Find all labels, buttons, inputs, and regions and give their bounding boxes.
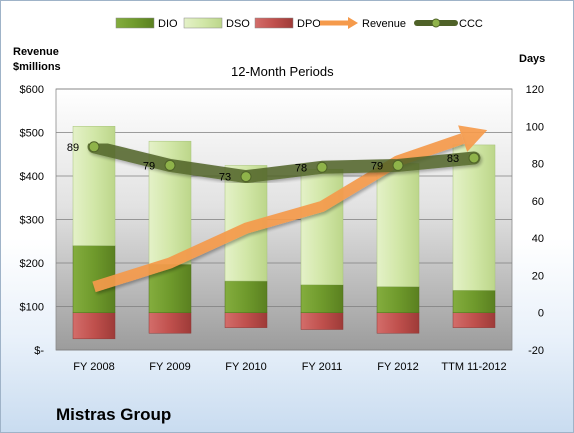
x-tick-label: FY 2011	[302, 361, 343, 373]
right-tick-label: 80	[532, 159, 544, 171]
legend-label-ccc: CCC	[459, 18, 483, 30]
dpo-bar	[224, 312, 268, 328]
left-tick-label: $100	[20, 302, 44, 314]
legend-swatch-revenue-arrow	[348, 17, 358, 29]
left-tick-label: $500	[20, 128, 44, 140]
company-name: Mistras Group	[56, 405, 172, 424]
legend-swatch-dpo	[254, 17, 294, 29]
dso-bar	[300, 168, 344, 286]
ccc-data-label: 73	[219, 172, 231, 184]
ccc-data-label: 89	[67, 142, 79, 154]
ccc-data-label: 78	[295, 162, 307, 174]
ccc-line	[87, 140, 481, 184]
ccc-data-label: 79	[371, 160, 383, 172]
ccc-data-label: 79	[143, 160, 155, 172]
x-tick-label: FY 2010	[225, 361, 266, 373]
x-tick-label: FY 2008	[73, 361, 114, 373]
legend-label-dpo: DPO	[297, 18, 321, 30]
x-tick-label: TTM 11-2012	[441, 361, 506, 373]
legend-label-revenue: Revenue	[362, 18, 406, 30]
axes: $- $100 $200 $300 $400 $500 $600 -20 0 20 40 60 80 10…	[20, 84, 544, 373]
legend-swatch-dso	[183, 17, 223, 29]
dio-bar	[224, 280, 268, 313]
left-tick-label: $300	[20, 215, 44, 227]
ccc-marker	[240, 171, 252, 183]
revenue-series	[92, 125, 488, 293]
dso-bar	[452, 144, 496, 291]
chart-title: 12-Month Periods	[231, 64, 334, 79]
left-tick-label: $400	[20, 171, 44, 183]
left-axis-title: Revenue $millions	[13, 46, 61, 73]
legend-swatch-ccc-marker	[431, 18, 441, 28]
dpo-bar	[72, 312, 116, 340]
left-tick-label: $200	[20, 258, 44, 270]
ccc-marker	[88, 141, 100, 153]
ccc-series: 89 79 73 78 79 83	[67, 140, 481, 184]
dso-bar	[376, 163, 420, 287]
ccc-marker	[316, 161, 328, 173]
ccc-data-label: 83	[447, 153, 459, 165]
dpo-bar	[300, 312, 344, 330]
right-tick-label: 0	[538, 308, 544, 320]
left-tick-label: $-	[34, 345, 44, 357]
dio-bar	[452, 290, 496, 313]
legend-label-dso: DSO	[226, 18, 250, 30]
legend: DIO DSO DPO Revenue CCC	[115, 17, 483, 30]
ccc-marker	[164, 159, 176, 171]
dio-bar	[300, 284, 344, 313]
right-tick-label: 40	[532, 233, 544, 245]
x-tick-label: FY 2009	[149, 361, 190, 373]
right-tick-label: 100	[526, 121, 544, 133]
revenue-line	[92, 133, 465, 293]
dpo-bar	[148, 312, 192, 334]
x-tick-label: FY 2012	[377, 361, 418, 373]
revenue-arrowhead	[458, 125, 488, 152]
dpo-bar	[376, 312, 420, 334]
dio-bar	[376, 286, 420, 313]
dpo-bar	[452, 312, 496, 328]
right-tick-label: 120	[526, 84, 544, 96]
right-axis-title: Days	[519, 53, 546, 65]
left-tick-label: $600	[20, 84, 44, 96]
ccc-marker	[392, 159, 404, 171]
legend-swatch-dio	[115, 17, 155, 29]
legend-label-dio: DIO	[158, 18, 178, 30]
right-tick-label: 20	[532, 270, 544, 282]
ccc-marker	[468, 152, 480, 164]
right-tick-label: 60	[532, 196, 544, 208]
right-tick-label: -20	[528, 345, 544, 357]
